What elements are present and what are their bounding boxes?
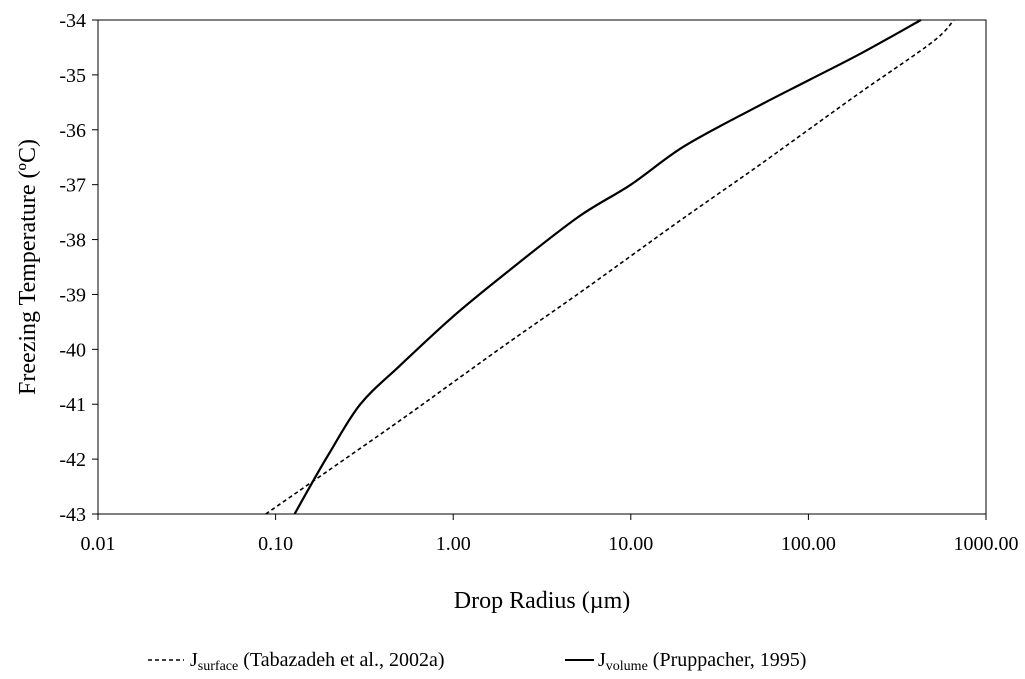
y-tick-label: -38 [59, 230, 86, 252]
legend-label-volume: Jvolume (Pruppacher, 1995) [598, 649, 806, 674]
y-tick-label: -40 [59, 339, 86, 361]
axis-ticks: 0.01 0.10 1.00 10.00 100.00 1000.00 -34 -35 -36 -… [59, 10, 1018, 555]
series-line-volume [293, 19, 922, 515]
y-tick-label: -37 [59, 175, 86, 197]
legend: Jsurface (Tabazadeh et al., 2002a) Jvolu… [148, 649, 806, 674]
y-tick-label: -41 [59, 394, 86, 416]
y-axis-label: Freezing Temperature (ºC) [15, 139, 41, 395]
y-tick-label: -39 [59, 284, 86, 306]
x-tick-label: 1.00 [436, 533, 471, 555]
y-tick-label: -34 [59, 10, 86, 32]
x-tick-label: 100.00 [781, 533, 836, 555]
series-lines [265, 19, 955, 515]
x-axis-label: Drop Radius (µm) [454, 588, 630, 614]
x-tick-label: 10.00 [608, 533, 653, 555]
x-tick-label: 0.01 [81, 533, 116, 555]
legend-label-surface: Jsurface (Tabazadeh et al., 2002a) [190, 649, 445, 674]
y-tick-label: -35 [59, 65, 86, 87]
x-tick-label: 1000.00 [954, 533, 1019, 555]
x-tick-label: 0.10 [258, 533, 293, 555]
y-tick-label: -36 [59, 120, 86, 142]
plot-frame [97, 19, 987, 515]
series-line-surface [265, 19, 955, 515]
y-tick-label: -43 [59, 504, 86, 526]
y-tick-label: -42 [59, 449, 86, 471]
